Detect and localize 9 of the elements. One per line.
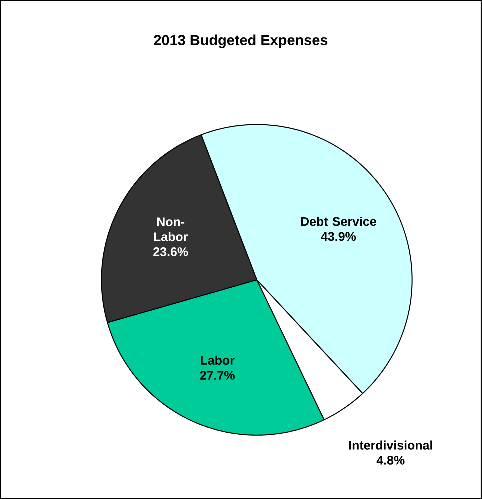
chart-title: 2013 Budgeted Expenses xyxy=(154,34,328,48)
slice-label: Interdivisional xyxy=(349,440,432,450)
data-label: 27.7% xyxy=(200,371,235,380)
data-label: 43.9% xyxy=(321,232,356,242)
slice-label: Labor xyxy=(201,356,235,366)
slice-label: Non-Labor xyxy=(154,218,188,242)
data-label: 23.6% xyxy=(154,248,188,256)
data-label: 4.8% xyxy=(376,456,405,465)
slice-label: Debt Service xyxy=(301,216,376,226)
